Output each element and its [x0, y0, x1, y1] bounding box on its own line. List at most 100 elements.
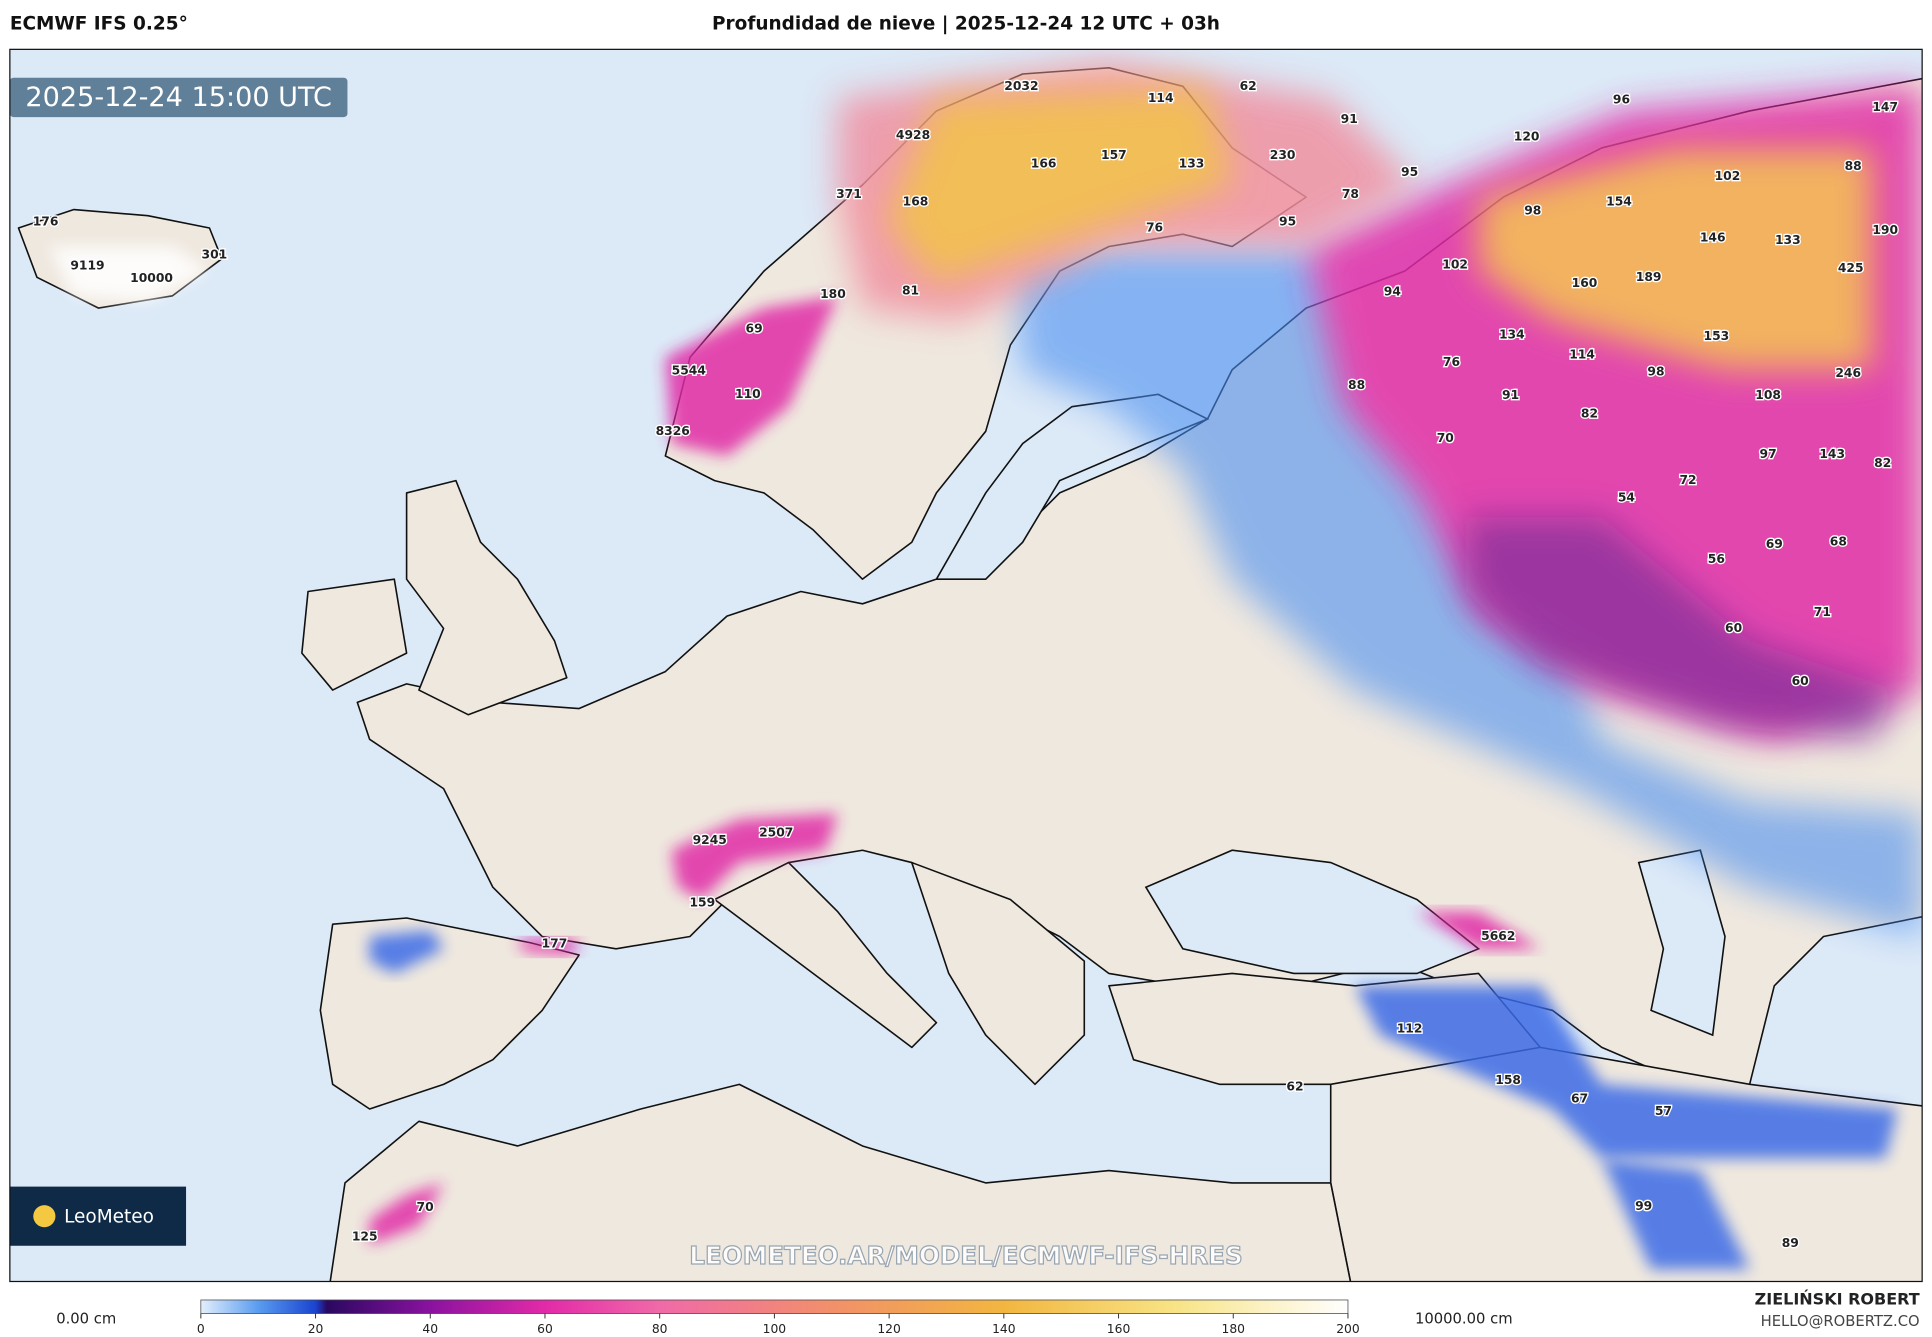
snow-depth-label: 96 [1613, 92, 1630, 106]
snow-depth-label: 166 [1031, 156, 1057, 170]
snow-depth-label: 4928 [896, 128, 930, 142]
snow-moderate [1466, 517, 1898, 740]
colorbar-min: 0.00 cm [56, 1311, 116, 1328]
snow-depth-label: 57 [1655, 1104, 1672, 1118]
snow-depth-label: 190 [1872, 223, 1898, 237]
snow-depth-label: 134 [1499, 328, 1525, 342]
snow-depth-label: 95 [1279, 214, 1296, 228]
snow-depth-label: 425 [1838, 261, 1864, 275]
model-name: ECMWF IFS 0.25° [10, 14, 188, 35]
snow-depth-label: 157 [1101, 148, 1127, 162]
logo-text: LeoMeteo [64, 1206, 154, 1227]
snow-deep [887, 86, 1233, 284]
snow-depth-label: 71 [1814, 605, 1831, 619]
snow-depth-label: 5544 [672, 363, 706, 377]
map-labels: 2032 114 62 96 147 91 4928 120 166 157 133 230 95 102… [31, 77, 1899, 1251]
snow-depth-label: 62 [1240, 79, 1257, 93]
snow-depth-label: 125 [352, 1230, 378, 1244]
snow-depth-label: 2032 [1004, 79, 1038, 93]
snow-depth-label: 76 [1146, 221, 1163, 235]
snow-depth-label: 98 [1524, 203, 1541, 217]
snow-moderate [665, 295, 838, 456]
snow-depth-label: 69 [746, 322, 763, 336]
colorbar-tick-label: 120 [877, 1322, 901, 1336]
snow-depth-label: 70 [417, 1200, 434, 1214]
snow-depth-label: 72 [1679, 473, 1696, 487]
snow-depth-label: 99 [1635, 1199, 1652, 1213]
snow-depth-label: 189 [1636, 270, 1662, 284]
colorbar-tick-label: 80 [652, 1322, 668, 1336]
snow-depth-label: 10000 [130, 271, 173, 285]
snow-moderate [671, 813, 838, 900]
snow-shallow [369, 930, 444, 974]
snow-depth-label: 159 [689, 896, 715, 910]
contact: HELLO@ROBERTZ.CO [1761, 1313, 1920, 1330]
snow-depth-label: 95 [1401, 165, 1418, 179]
snow-depth-label: 62 [1286, 1079, 1303, 1093]
time-badge [9, 77, 348, 118]
snow-depth-label: 168 [903, 195, 929, 209]
colorbar-tick-label: 160 [1107, 1322, 1131, 1336]
snow-depth-label: 133 [1775, 233, 1801, 247]
snow-depth-label: 88 [1348, 378, 1365, 392]
colorbar [200, 1299, 1349, 1314]
snow-depth-label: 102 [1442, 257, 1468, 271]
snow-depth-label: 54 [1618, 490, 1635, 504]
colorbar-tick-label: 60 [537, 1322, 553, 1336]
snow-depth-label: 230 [1270, 148, 1296, 162]
snow-depth-label: 69 [1766, 537, 1783, 551]
snow-depth-label: 146 [1700, 230, 1726, 244]
snow-depth-label: 301 [202, 248, 228, 262]
snow-depth-label: 56 [1708, 552, 1725, 566]
snow-depth-label: 114 [1569, 347, 1595, 361]
snow-depth-label: 94 [1384, 285, 1401, 299]
snow-depth-label: 5662 [1481, 929, 1515, 943]
snow-depth-label: 120 [1514, 129, 1540, 143]
landmass [713, 861, 938, 1049]
snow-depth-label: 108 [1755, 388, 1781, 402]
snow-depth-label: 70 [1437, 431, 1454, 445]
valid-time: 2025-12-24 15:00 UTC [25, 82, 331, 113]
landmass [301, 578, 408, 691]
snow-deep [1478, 147, 1873, 370]
logo-sun [33, 1205, 56, 1228]
snow-depth-label: 82 [1874, 456, 1891, 470]
snow-depth-label: 81 [902, 283, 919, 297]
snow-depth-label: 102 [1715, 169, 1741, 183]
landmass [405, 479, 568, 716]
snow-depth-label: 147 [1872, 100, 1898, 114]
snow-shallow [1601, 1158, 1750, 1270]
map-title: Profundidad de nieve | 2025-12-24 12 UTC… [712, 14, 1220, 35]
snow-depth-label: 78 [1342, 187, 1359, 201]
snow-depth-label: 68 [1830, 535, 1847, 549]
colorbar-tick-label: 100 [763, 1322, 787, 1336]
snow-field [49, 61, 1923, 1270]
colorbar-tick-label: 200 [1336, 1322, 1360, 1336]
snow-depth-label: 133 [1179, 156, 1205, 170]
snow-depth-label: 89 [1782, 1236, 1799, 1250]
colorbar-ticks: 0 20 40 60 80 100 120 140 160 180 200 [197, 1313, 1360, 1336]
snow-depth-label: 371 [836, 187, 862, 201]
snow-depth-label: 110 [735, 387, 761, 401]
snow-moderate [517, 938, 580, 955]
snow-moderate [1416, 911, 1541, 949]
snow-depth-label: 82 [1581, 407, 1598, 421]
snow-depth-label: 98 [1647, 365, 1664, 379]
snow-depth-label: 9119 [70, 259, 104, 273]
colorbar-max: 10000.00 cm [1415, 1311, 1513, 1328]
snow-depth-label: 67 [1571, 1092, 1588, 1106]
snow-depth-label: 2507 [759, 825, 793, 839]
watermark: LEOMETEO.AR/MODEL/ECMWF-IFS-HRES [689, 1241, 1242, 1270]
snow-depth-label: 8326 [656, 424, 690, 438]
snow-depth-label: 246 [1835, 366, 1861, 380]
snow-depth-label: 91 [1502, 388, 1519, 402]
colorbar-tick-label: 40 [422, 1322, 438, 1336]
snow-depth-label: 154 [1606, 195, 1632, 209]
snow-depth-label: 88 [1845, 159, 1862, 173]
snow-depth-label: 60 [1792, 674, 1809, 688]
map: 2032 114 62 96 147 91 4928 120 166 157 133 230 95 102… [9, 49, 1923, 1282]
author: ZIELIŃSKI ROBERT [1755, 1289, 1920, 1308]
snow-depth-label: 176 [33, 214, 59, 228]
